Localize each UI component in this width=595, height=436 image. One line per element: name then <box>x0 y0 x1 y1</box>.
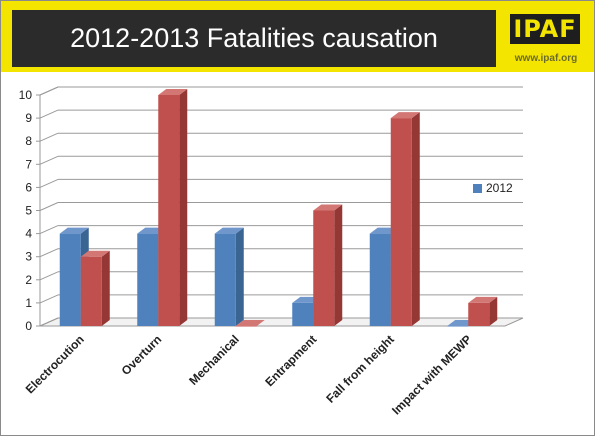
gridline-diag <box>39 271 59 281</box>
y-tick-label: 5 <box>25 204 32 218</box>
chart-legend: 2012 <box>473 181 513 195</box>
y-tick-label: 0 <box>25 319 32 333</box>
gridline-diag <box>39 86 59 96</box>
bar-top <box>158 89 188 95</box>
bar <box>390 112 420 326</box>
y-tick-label: 1 <box>25 296 32 310</box>
y-tick-label: 2 <box>25 273 32 287</box>
bar <box>468 296 498 326</box>
y-tick-label: 8 <box>25 134 32 148</box>
bar-side <box>334 204 343 326</box>
gridline-diag <box>39 178 59 188</box>
bar-top <box>59 227 89 234</box>
bar-front <box>235 326 257 327</box>
bar-front <box>313 210 335 326</box>
gridline-diag <box>39 132 59 142</box>
y-tick-label: 9 <box>25 111 32 125</box>
bar-front <box>447 326 469 327</box>
bar-side <box>179 89 188 326</box>
ipaf-logo: IPAF <box>510 14 580 44</box>
gridline-diag <box>39 202 59 211</box>
gridline-diag <box>39 248 59 258</box>
bar-front <box>158 95 180 326</box>
y-tick-label: 4 <box>25 227 32 241</box>
bar-top <box>80 250 110 257</box>
bar-front <box>137 233 159 326</box>
y-tick-label: 7 <box>25 157 32 171</box>
bar-top <box>235 320 265 326</box>
logo-url: www.ipaf.org <box>514 53 578 64</box>
page-title: 2012-2013 Fatalities causation compariso… <box>12 10 496 110</box>
bar-front <box>468 302 490 326</box>
bar-side <box>411 112 420 326</box>
bar <box>80 250 110 326</box>
gridline-diag <box>39 155 59 165</box>
bar-top <box>468 296 498 303</box>
bar-top <box>214 227 244 234</box>
bar-front <box>369 233 391 326</box>
bar-side <box>489 296 498 326</box>
bar <box>214 227 244 326</box>
y-tick-label: 3 <box>25 250 32 264</box>
bar-top <box>390 112 420 119</box>
gridline-diag <box>39 225 59 235</box>
gridline-diag <box>39 109 59 119</box>
legend-label-2012: 2012 <box>486 181 513 195</box>
y-tick-label: 6 <box>25 180 32 194</box>
bar-side <box>235 227 244 326</box>
bar <box>313 204 343 326</box>
gridline-diag <box>39 294 59 304</box>
bar <box>158 89 188 326</box>
bar-front <box>390 118 412 326</box>
bar-top <box>313 204 343 211</box>
bar <box>235 320 265 327</box>
gridline-diag <box>39 317 59 327</box>
y-tick-label: 10 <box>19 88 33 102</box>
bar-front <box>292 302 314 326</box>
bar-front <box>59 233 81 326</box>
legend-swatch-2012 <box>473 183 482 193</box>
bar-front <box>80 256 102 326</box>
bar-front <box>214 233 236 326</box>
bar-side <box>101 250 110 326</box>
